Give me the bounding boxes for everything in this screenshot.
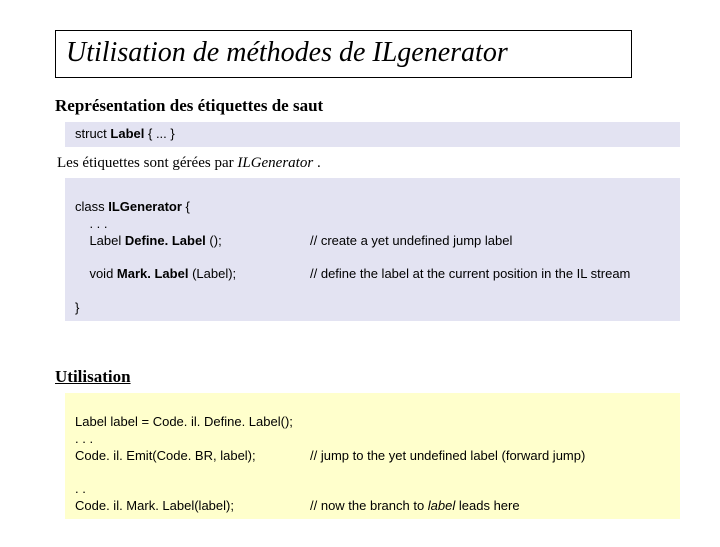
prose1-em: ILGenerator: [237, 155, 313, 171]
use-l5-right-a: // now the branch to: [310, 498, 428, 513]
ilgen-r1-b: Define. Label: [125, 233, 206, 248]
struct-pre: struct: [75, 126, 110, 141]
ilgen-open-pre: class: [75, 199, 108, 214]
ilgen-dots: . . .: [75, 216, 108, 231]
ilgen-open-post: {: [182, 199, 190, 214]
ilgen-r1-comment: // create a yet undefined jump label: [310, 233, 670, 250]
use-l5-left: Code. il. Mark. Label(label);: [75, 498, 310, 515]
ilgen-r2-b: Mark. Label: [117, 266, 189, 281]
prose1-post: .: [313, 155, 321, 171]
use-row-marklabel: Code. il. Mark. Label(label);// now the …: [75, 498, 670, 515]
ilgen-r1-c: ();: [206, 233, 222, 248]
ilgen-row-marklabel: void Mark. Label (Label); // define the l…: [75, 266, 670, 283]
use-l1: Label label = Code. il. Define. Label();: [75, 414, 293, 429]
ilgen-row-definelabel: Label Define. Label (); // create a yet u…: [75, 233, 670, 250]
use-l4: . .: [75, 481, 86, 496]
slide: Utilisation de méthodes de ILgenerator R…: [0, 0, 720, 547]
code-ilgenerator-class: class ILGenerator { . . . Label Define. …: [65, 178, 680, 321]
title-box: Utilisation de méthodes de ILgenerator: [55, 30, 632, 78]
code-struct-label: struct Label { ... }: [65, 122, 680, 147]
use-row-emit: Code. il. Emit(Code. BR, label);// jump …: [75, 448, 670, 465]
ilgen-r2-a: void: [75, 266, 117, 281]
ilgen-r1-a: Label: [75, 233, 125, 248]
struct-post: { ... }: [144, 126, 174, 141]
section-heading-representation: Représentation des étiquettes de saut: [55, 96, 680, 116]
use-l3-left: Code. il. Emit(Code. BR, label);: [75, 448, 310, 465]
ilgen-open-kw: ILGenerator: [108, 199, 182, 214]
code-usage: Label label = Code. il. Define. Label();…: [65, 393, 680, 519]
ilgen-close: }: [75, 300, 79, 315]
prose-etiquettes: Les étiquettes sont gérées par ILGenerat…: [57, 155, 680, 172]
ilgen-r2-c: (Label);: [188, 266, 236, 281]
section-heading-utilisation: Utilisation: [55, 367, 680, 387]
use-l2: . . .: [75, 431, 93, 446]
use-l3-right: // jump to the yet undefined label (forw…: [310, 448, 670, 465]
slide-title: Utilisation de méthodes de ILgenerator: [66, 37, 508, 68]
struct-kw: Label: [110, 126, 144, 141]
use-l5-right-em: label: [428, 498, 455, 513]
spacer: [55, 329, 680, 367]
use-l5-right-b: leads here: [455, 498, 519, 513]
ilgen-r2-comment: // define the label at the current posit…: [310, 266, 670, 283]
prose1-pre: Les étiquettes sont gérées par: [57, 155, 237, 171]
use-l5-right: // now the branch to label leads here: [310, 498, 670, 515]
